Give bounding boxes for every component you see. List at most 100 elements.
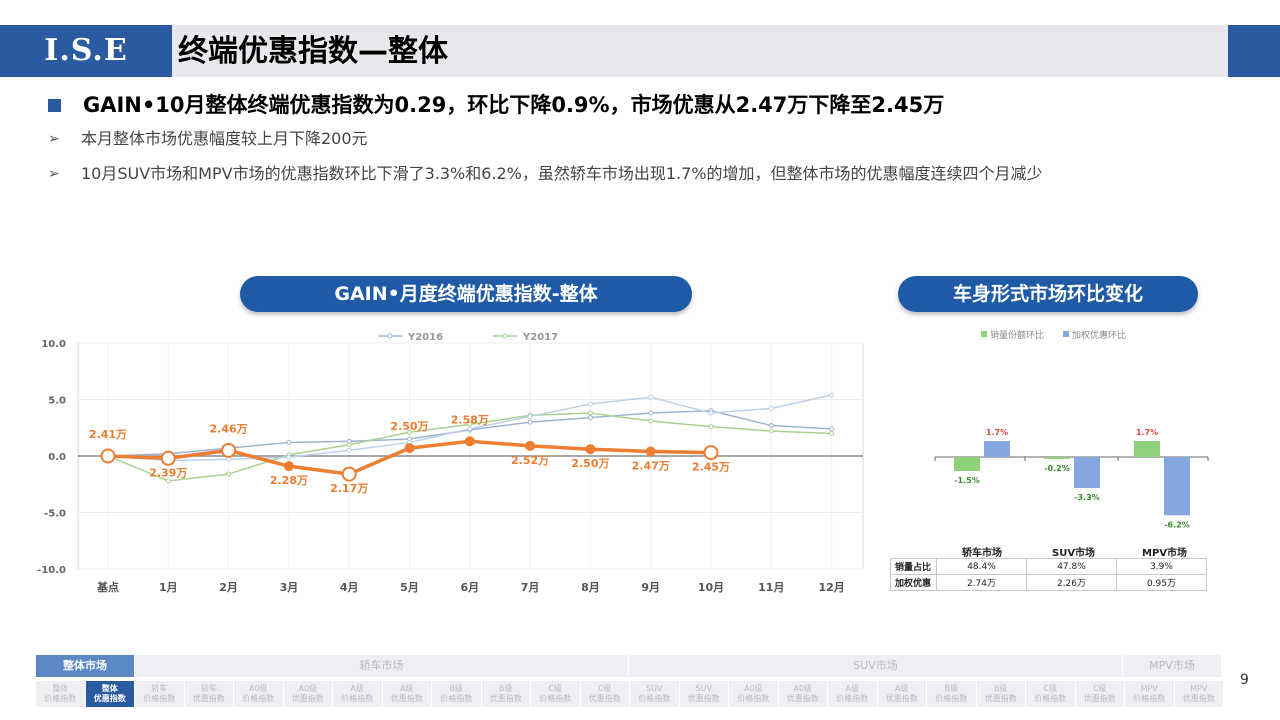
- bullet-point: ➢ 本月整体市场优惠幅度较上月下降200元: [48, 127, 368, 151]
- nav-index-tab[interactable]: B级 价格指数: [432, 681, 482, 707]
- bar-data-label: -3.3%: [1074, 493, 1100, 502]
- nav-index-tab[interactable]: 轿车 价格指数: [135, 681, 185, 707]
- data-point: [768, 422, 774, 428]
- legend-marker: [387, 333, 393, 339]
- data-point: [708, 424, 714, 430]
- nav-tab-mpv[interactable]: MPV市场: [1123, 655, 1222, 677]
- x-tick-label: 4月: [340, 581, 359, 594]
- data-label: 2.50万: [390, 420, 428, 433]
- data-point: [768, 428, 774, 434]
- table-cell: 3.9%: [1116, 558, 1207, 575]
- bar-data-label: -1.5%: [954, 476, 980, 485]
- data-point: [100, 448, 116, 464]
- nav-index-tab[interactable]: A0级 优惠指数: [778, 681, 828, 707]
- data-point: [464, 436, 475, 447]
- nav-index-tab[interactable]: 整体 优惠指数: [85, 681, 135, 707]
- data-label: 2.41万: [89, 428, 127, 441]
- x-tick-label: 6月: [460, 581, 479, 594]
- data-point: [648, 418, 654, 424]
- data-point: [160, 450, 176, 466]
- nav-index-tab[interactable]: A0级 优惠指数: [283, 681, 333, 707]
- legend-label: 销量份额环比: [990, 329, 1044, 341]
- nav-index-tab[interactable]: A0级 价格指数: [234, 681, 284, 707]
- nav-index-tab[interactable]: A级 优惠指数: [382, 681, 432, 707]
- data-label: 2.39万: [149, 466, 187, 479]
- x-tick-label: 5月: [400, 581, 419, 594]
- nav-index-tab[interactable]: 轿车 优惠指数: [184, 681, 234, 707]
- nav-index-tab[interactable]: MPV 价格指数: [1125, 681, 1175, 707]
- x-tick-label: 1月: [159, 581, 178, 594]
- data-point: [585, 444, 596, 455]
- data-point: [467, 426, 473, 432]
- bar: [1074, 457, 1100, 489]
- nav-index-tab[interactable]: B级 优惠指数: [481, 681, 531, 707]
- data-point: [286, 454, 292, 460]
- table-header-sedan: 轿车市场: [962, 548, 1002, 559]
- bar-data-label: 1.7%: [986, 428, 1008, 437]
- bullet-text: 10月SUV市场和MPV市场的优惠指数环比下滑了3.3%和6.2%，虽然轿车市场…: [81, 164, 1043, 183]
- ise-logo: I.S.E: [0, 25, 172, 77]
- nav-index-tab[interactable]: A级 价格指数: [828, 681, 878, 707]
- table-cell: 2.74万: [936, 574, 1027, 591]
- nav-index-tab[interactable]: SUV 价格指数: [630, 681, 680, 707]
- nav-index-tab[interactable]: B级 优惠指数: [976, 681, 1026, 707]
- nav-index-tab[interactable]: MPV 优惠指数: [1174, 681, 1224, 707]
- nav-index-tab[interactable]: C级 价格指数: [531, 681, 581, 707]
- y-tick-label: 5.0: [48, 396, 66, 407]
- data-point: [587, 415, 593, 421]
- headline-text: GAIN•10月整体终端优惠指数为0.29，环比下降0.9%，市场优惠从2.47…: [83, 93, 945, 117]
- data-point: [346, 447, 352, 453]
- nav-index-tab[interactable]: A0级 价格指数: [729, 681, 779, 707]
- bar: [1044, 457, 1070, 459]
- table-cell: 2.26万: [1026, 574, 1117, 591]
- nav-tab-suv[interactable]: SUV市场: [629, 655, 1123, 677]
- bar-data-label: -0.2%: [1044, 464, 1070, 473]
- x-tick-label: 10月: [698, 581, 724, 594]
- bar-data-label: -6.2%: [1164, 520, 1190, 529]
- nav-index-tab[interactable]: B级 价格指数: [927, 681, 977, 707]
- nav-tab-overall[interactable]: 整体市场: [36, 655, 135, 677]
- row-label: 加权优惠: [890, 574, 937, 591]
- data-label: 2.50万: [571, 457, 609, 470]
- header-right-block: [1228, 25, 1280, 77]
- data-point: [407, 429, 412, 435]
- data-point: [525, 440, 536, 451]
- legend-marker: [502, 333, 508, 339]
- table-header-mpv: MPV市场: [1142, 548, 1188, 559]
- x-tick-label: 11月: [758, 581, 784, 594]
- legend-label: 加权优惠环比: [1072, 329, 1126, 341]
- bullet-point: ➢ 10月SUV市场和MPV市场的优惠指数环比下滑了3.3%和6.2%，虽然轿车…: [48, 162, 1043, 186]
- bar-data-label: 1.7%: [1136, 428, 1158, 437]
- data-label: 2.47万: [632, 459, 670, 472]
- line-chart-title: GAIN•月度终端优惠指数-整体: [240, 276, 692, 312]
- data-point: [648, 410, 654, 416]
- y-tick-label: 10.0: [41, 339, 66, 350]
- nav-index-tab[interactable]: A级 优惠指数: [877, 681, 927, 707]
- data-point: [404, 443, 415, 454]
- nav-index-tab[interactable]: A级 价格指数: [333, 681, 383, 707]
- x-tick-label: 8月: [581, 581, 600, 594]
- data-point: [829, 426, 835, 432]
- page-number: 9: [1240, 672, 1249, 688]
- data-point: [829, 392, 835, 398]
- data-point: [645, 446, 656, 457]
- legend-label: Y2017: [522, 332, 558, 343]
- table-row: 加权优惠 2.74万 2.26万 0.95万: [890, 574, 1207, 591]
- nav-index-tab[interactable]: C级 价格指数: [1026, 681, 1076, 707]
- y-tick-label: 0.0: [48, 452, 66, 463]
- nav-index-tab[interactable]: 整体 价格指数: [36, 681, 86, 707]
- nav-index-tab[interactable]: SUV 优惠指数: [679, 681, 729, 707]
- nav-index-tab[interactable]: C级 优惠指数: [580, 681, 630, 707]
- nav-tab-sedan[interactable]: 轿车市场: [135, 655, 629, 677]
- data-point: [768, 406, 774, 412]
- data-point: [283, 461, 294, 472]
- legend-label: Y2016: [407, 332, 443, 343]
- data-point: [703, 445, 719, 461]
- data-point: [527, 413, 533, 419]
- bar: [1164, 457, 1190, 516]
- nav-index-tab[interactable]: C级 优惠指数: [1075, 681, 1125, 707]
- data-point: [648, 394, 654, 400]
- data-label: 2.46万: [210, 422, 248, 435]
